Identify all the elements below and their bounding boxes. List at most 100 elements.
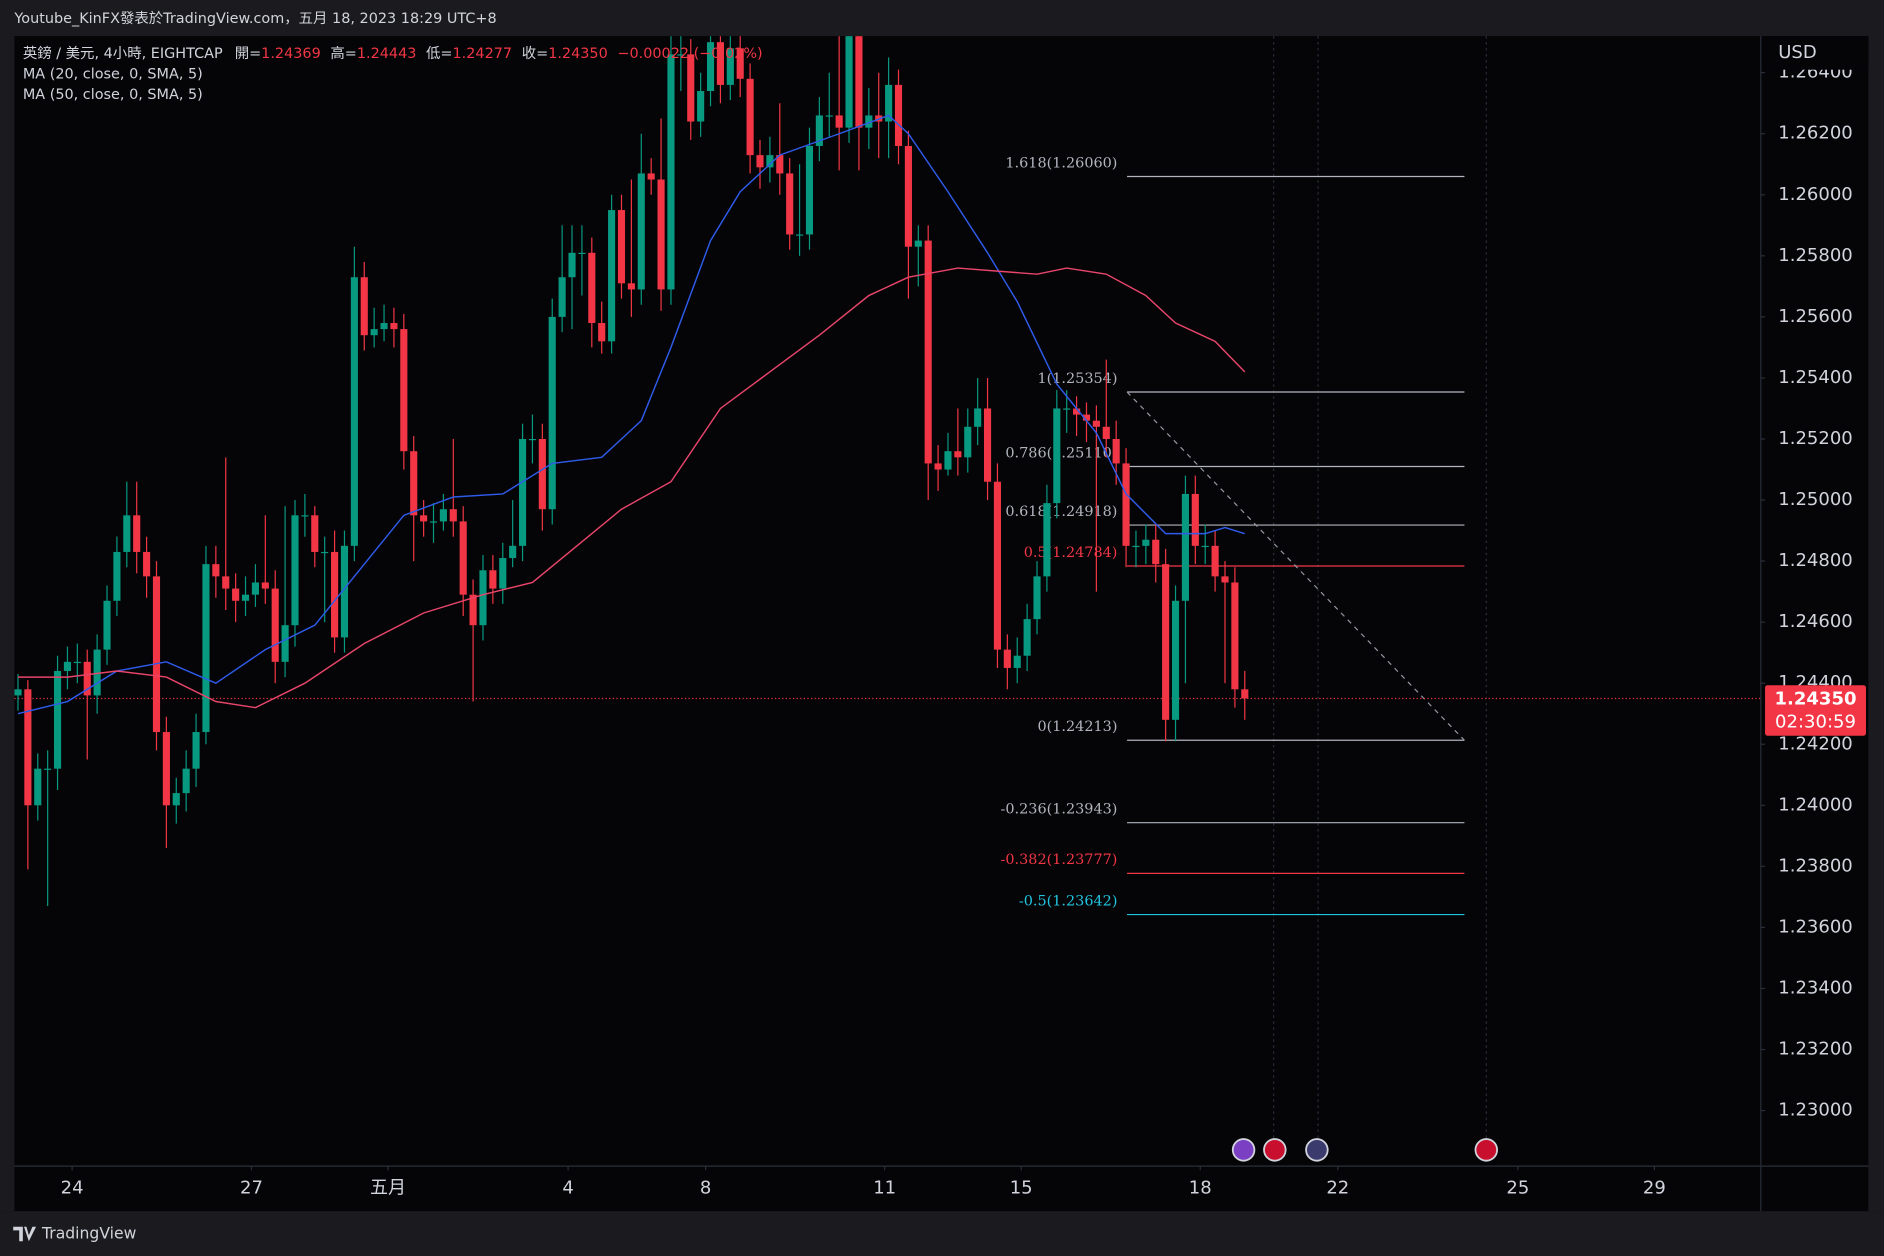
y-tick-label: 1.26000 — [1778, 184, 1853, 205]
y-tick-label: 1.23200 — [1778, 1039, 1853, 1060]
event-icon[interactable] — [1305, 1138, 1329, 1162]
candle-body — [360, 277, 368, 336]
candle-body — [1132, 545, 1140, 548]
event-icon[interactable] — [1474, 1138, 1499, 1162]
candle-body — [232, 588, 240, 601]
candle-body — [1162, 564, 1170, 720]
fib-label: 0(1.24213) — [1037, 719, 1117, 735]
fib-label: 1(1.25354) — [1037, 371, 1117, 387]
last-price-label: 1.24350 — [1774, 689, 1856, 710]
candle-body — [756, 155, 764, 168]
candle-body — [281, 625, 289, 662]
candle-body — [1112, 439, 1120, 464]
ohlc-key: 低= — [426, 45, 452, 62]
candle-body — [1241, 689, 1249, 699]
ohlc-value: 1.24350 — [548, 46, 608, 62]
footer-text: TradingView — [41, 1224, 137, 1242]
ma-line — [17, 114, 1245, 715]
candle-body — [1201, 545, 1209, 548]
candle-body — [657, 179, 665, 290]
fib-label: 0.618(1.24918) — [1005, 504, 1117, 520]
ohlc-value: 1.24277 — [453, 46, 513, 62]
fib-label: -0.382(1.23777) — [1001, 852, 1118, 868]
candle-body — [865, 115, 873, 128]
candle-body — [578, 252, 586, 254]
candle-body — [340, 545, 349, 638]
x-tick-label: 11 — [873, 1177, 896, 1198]
left-border — [0, 36, 15, 1212]
candle-body — [271, 588, 279, 662]
candle-body — [934, 463, 942, 470]
ma-legend: MA (50, close, 0, SMA, 5) — [23, 87, 203, 103]
candle-body — [1082, 414, 1091, 421]
x-tick-label: 24 — [61, 1177, 84, 1198]
last-price-box — [1765, 685, 1866, 736]
x-tick-label: 27 — [240, 1177, 263, 1198]
candle-body — [993, 481, 1002, 650]
x-tick-label: 8 — [700, 1177, 711, 1198]
candle-body — [974, 408, 982, 427]
candle-body — [1142, 539, 1150, 546]
candle-body — [786, 173, 794, 235]
candle-body — [489, 570, 497, 589]
candle-body — [113, 551, 121, 601]
candle-body — [716, 42, 724, 85]
y-tick-label: 1.24600 — [1778, 611, 1853, 632]
y-tick-label: 1.24200 — [1778, 733, 1853, 754]
candle-body — [924, 240, 932, 464]
candle-body — [44, 768, 52, 770]
candle-body — [677, 54, 685, 56]
candle-body — [548, 316, 556, 510]
candle-body — [459, 521, 467, 595]
candle-body — [1003, 649, 1011, 668]
candle-body — [588, 252, 596, 324]
candle-body — [805, 145, 814, 235]
candle-body — [370, 329, 378, 336]
candle-body — [518, 439, 527, 546]
candle-body — [24, 689, 32, 806]
candle-body — [1171, 600, 1180, 720]
event-icon[interactable] — [1231, 1138, 1256, 1162]
logo-icon — [13, 1226, 37, 1242]
x-tick-label: 18 — [1189, 1177, 1212, 1198]
candle-body — [73, 661, 81, 664]
candle-body — [1102, 426, 1110, 440]
footer-bar — [0, 1211, 1884, 1256]
candle-body — [429, 521, 438, 523]
candle-body — [400, 329, 408, 452]
candle-body — [726, 48, 734, 85]
candle-body — [93, 649, 101, 696]
candle-body — [538, 439, 546, 510]
candle-body — [904, 145, 912, 247]
candle-body — [697, 91, 705, 122]
candle-body — [499, 558, 507, 589]
event-icon[interactable] — [1263, 1138, 1287, 1162]
candle-body — [449, 509, 457, 522]
event-icons — [1231, 1138, 1499, 1162]
candle-body — [608, 210, 616, 342]
candle-body — [331, 551, 339, 638]
candle-body — [1191, 493, 1199, 546]
candle-body — [1181, 493, 1189, 601]
candle-body — [162, 732, 170, 806]
y-tick-label: 1.25000 — [1778, 489, 1853, 510]
candle-body — [647, 173, 655, 180]
candle-body — [687, 54, 695, 122]
candle-body — [736, 48, 744, 79]
candle-body — [123, 515, 131, 552]
candle-body — [667, 54, 675, 290]
session-lines — [1273, 36, 1487, 1166]
candle-body — [1013, 655, 1021, 668]
candle-body — [311, 515, 319, 552]
candle-body — [241, 594, 250, 601]
y-tick-label: 1.25200 — [1778, 428, 1853, 449]
candle-body — [1221, 576, 1229, 583]
header: Youtube_KinFX發表於TradingView.com，五月 18, 2… — [13, 10, 496, 27]
ohlc-value: 1.24443 — [357, 46, 417, 62]
x-tick-label: 五月 — [370, 1177, 406, 1198]
x-tick-label: 29 — [1643, 1177, 1666, 1198]
candle-body — [568, 252, 576, 278]
candle-body — [14, 689, 22, 696]
symbol-legend: 英鎊 / 美元, 4小時, EIGHTCAP 開=1.24369 高=1.24443… — [23, 44, 763, 62]
